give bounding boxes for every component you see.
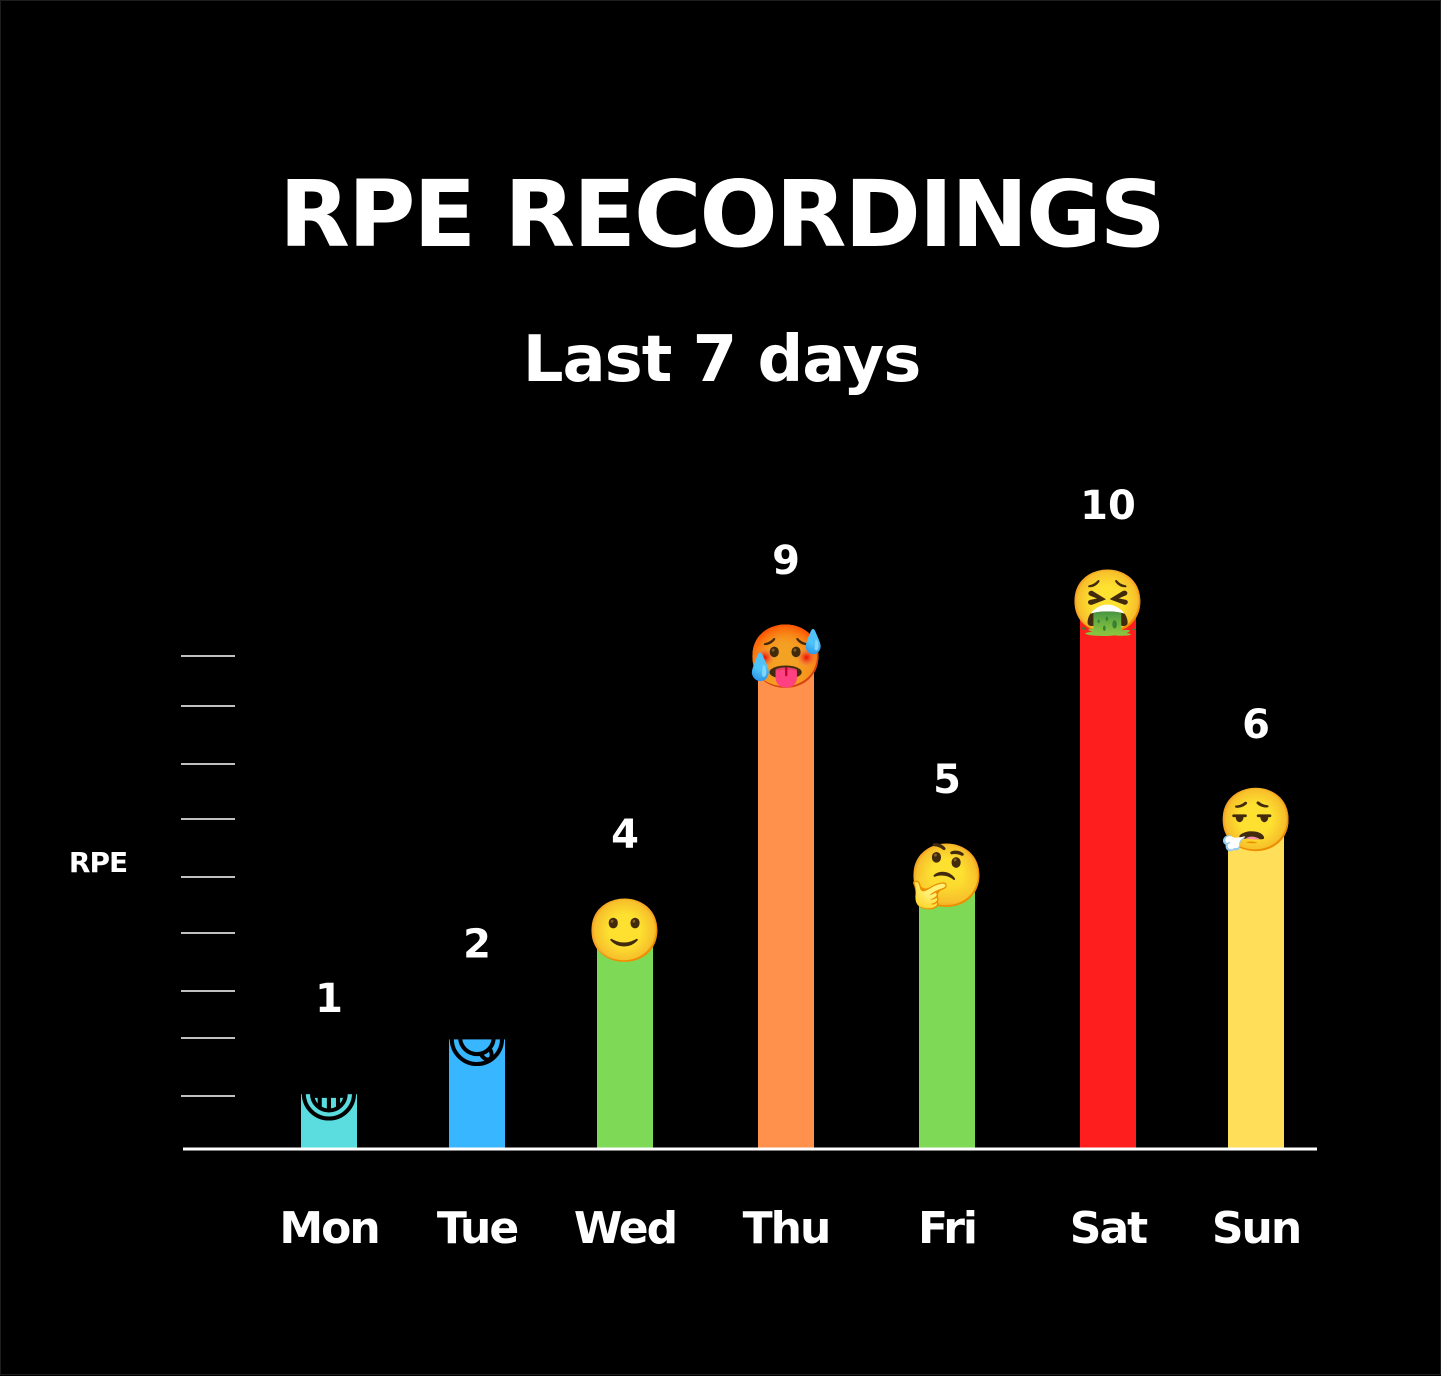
savoring-food-face-icon: 😋 [445, 1003, 510, 1076]
hot-face-icon: 🥵 [747, 620, 824, 693]
x-tick-label: Sun [1212, 1203, 1300, 1254]
data-label: 9 [772, 538, 800, 584]
bar-wed [597, 929, 653, 1149]
grinning-face-icon: 😁 [297, 1058, 362, 1131]
data-label: 1 [315, 976, 343, 1022]
bar-sat [1080, 601, 1136, 1149]
slightly-smiling-face-icon: 🙂 [586, 894, 663, 967]
x-tick-label: Tue [437, 1203, 518, 1254]
thinking-face-icon: 🤔 [908, 839, 985, 912]
chart-title: RPE RECORDINGS [279, 161, 1166, 268]
data-label: 2 [463, 921, 491, 967]
x-tick-label: Wed [574, 1203, 676, 1254]
bar-mon [301, 1094, 357, 1149]
bar-thu [758, 655, 814, 1149]
data-label: 4 [611, 812, 639, 858]
bar-tue [449, 1039, 505, 1149]
x-tick-label: Sat [1070, 1203, 1148, 1254]
x-tick-label: Fri [918, 1203, 976, 1254]
bar-fri [919, 875, 975, 1149]
data-label: 5 [933, 757, 961, 803]
x-tick-label: Mon [279, 1203, 378, 1254]
data-label: 6 [1242, 702, 1270, 748]
bar-sun [1228, 820, 1284, 1149]
data-label: 10 [1080, 483, 1136, 529]
x-tick-label: Thu [743, 1203, 830, 1254]
vomiting-face-icon: 🤮 [1069, 565, 1146, 638]
face-exhaling-icon: 😮‍💨 [1217, 784, 1294, 857]
y-axis-label: RPE [69, 846, 127, 879]
chart-subtitle: Last 7 days [522, 323, 922, 397]
